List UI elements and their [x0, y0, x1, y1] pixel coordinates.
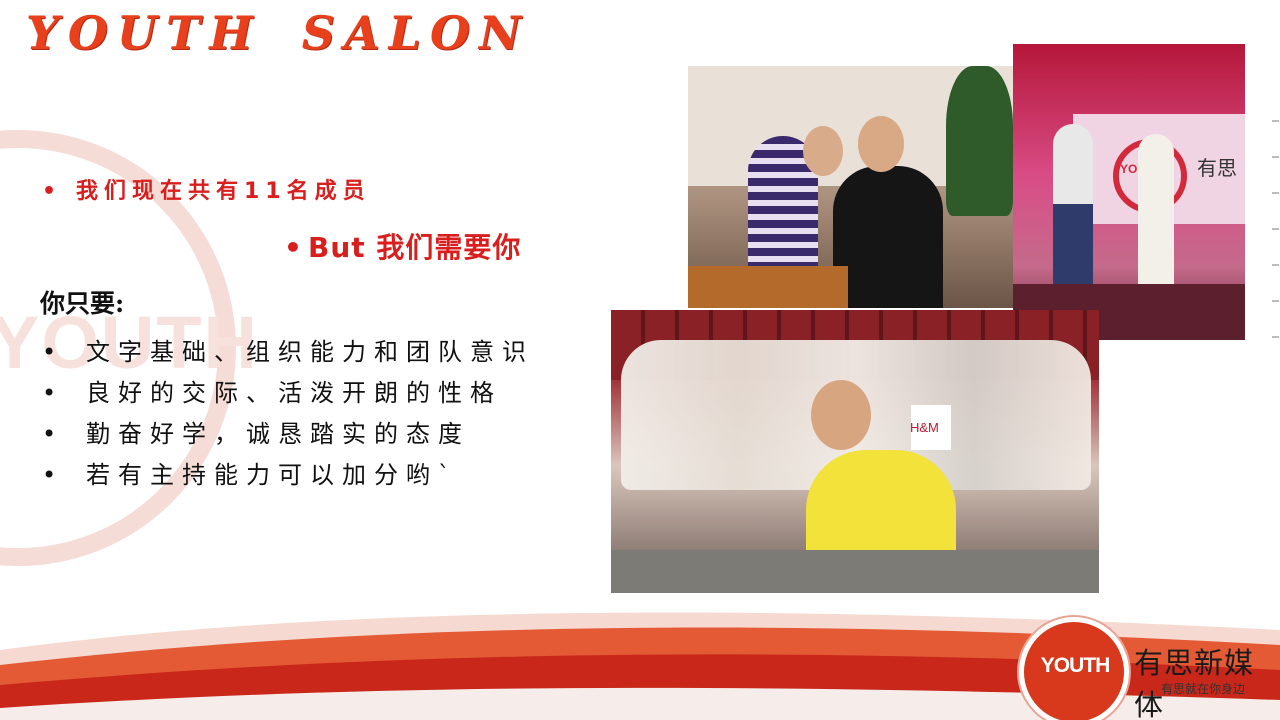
stage-photo: YOUTH 有思: [1013, 44, 1245, 340]
photo-person-head: [811, 380, 871, 450]
list-item: • 若有主持能力可以加分哟`: [42, 457, 534, 498]
photo-table: [688, 266, 848, 308]
requirement-text: 文字基础、组织能力和团队意识: [86, 338, 534, 366]
bullet-dot: •: [42, 379, 57, 407]
bullet-dot: •: [42, 420, 57, 448]
requirements-list: • 文字基础、组织能力和团队意识 • 良好的交际、活泼开朗的性格 • 勤奋好学，诚恳踏…: [42, 334, 534, 498]
bag-brand-text: H&M: [910, 420, 939, 435]
requirement-text: 良好的交际、活泼开朗的性格: [86, 379, 502, 407]
photo-host-person: [1138, 134, 1174, 304]
photo-person-head: [858, 116, 904, 172]
background-watermark-text: YOUTH: [0, 301, 259, 384]
edge-tick: [1272, 228, 1279, 230]
dinner-group-photo: [688, 66, 1013, 308]
photo-floor: [611, 550, 1099, 593]
photo-shopping-bag: [911, 405, 951, 450]
logo-badge-text: YOUTH: [1040, 654, 1111, 677]
edge-tick: [1272, 192, 1279, 194]
title-youth: YOUTH: [26, 6, 262, 60]
bottom-swoosh-decoration: [0, 612, 1280, 720]
edge-tick-marks: [1272, 120, 1280, 420]
photo-camera-person: [1053, 124, 1093, 284]
edge-tick: [1272, 336, 1279, 338]
photo-person-head: [803, 126, 843, 176]
bullet-dot: •: [284, 231, 303, 264]
brand-tagline: 有思就在你身边: [1161, 682, 1246, 696]
member-count-text: 我们现在共有11名成员: [76, 179, 371, 204]
photo-plant: [946, 66, 1013, 216]
requirement-text: 勤奋好学，诚恳踏实的态度: [86, 420, 470, 448]
list-item: • 良好的交际、活泼开朗的性格: [42, 375, 534, 416]
auditorium-group-photo: H&M: [611, 310, 1099, 593]
bullet-dot: •: [42, 461, 57, 489]
need-you-text: But 我们需要你: [308, 231, 522, 264]
stage-sign-text: 有思: [1197, 158, 1237, 180]
requirement-text: 若有主持能力可以加分哟`: [86, 461, 458, 489]
edge-tick: [1272, 300, 1279, 302]
youth-logo-badge: [1019, 617, 1129, 720]
bullet-dot: •: [42, 338, 57, 366]
list-item: • 勤奋好学，诚恳踏实的态度: [42, 416, 534, 457]
title-salon: SALON: [301, 6, 531, 60]
edge-tick: [1272, 264, 1279, 266]
bullet-dot: •: [42, 179, 63, 204]
photo-person-black: [833, 166, 943, 308]
list-item: • 文字基础、组织能力和团队意识: [42, 334, 534, 375]
requirements-heading: 你只要:: [40, 289, 125, 318]
edge-tick: [1272, 156, 1279, 158]
edge-tick: [1272, 120, 1279, 122]
slide-title: YOUTH SALON: [26, 6, 530, 60]
need-you-bullet: • But 我们需要你: [284, 226, 521, 266]
brand-name: 有思新媒体: [1134, 646, 1255, 720]
member-count-bullet: • 我们现在共有11名成员: [42, 173, 371, 205]
